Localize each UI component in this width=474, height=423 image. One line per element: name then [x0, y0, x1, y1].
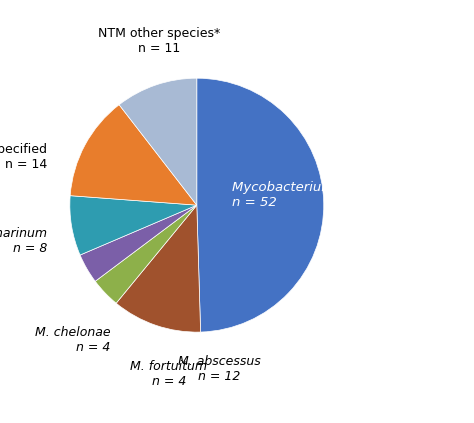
- Text: M. marinum
n = 8: M. marinum n = 8: [0, 227, 47, 255]
- Text: NTM other species*
n = 11: NTM other species* n = 11: [98, 27, 220, 55]
- Wedge shape: [95, 205, 197, 303]
- Text: M. abscessus
n = 12: M. abscessus n = 12: [178, 355, 261, 383]
- Wedge shape: [116, 205, 201, 332]
- Wedge shape: [197, 78, 324, 332]
- Text: Mycobacterium avium
n = 52: Mycobacterium avium n = 52: [232, 181, 380, 209]
- Text: M. chelonae
n = 4: M. chelonae n = 4: [35, 326, 110, 354]
- Wedge shape: [119, 78, 197, 205]
- Wedge shape: [70, 196, 197, 255]
- Wedge shape: [70, 105, 197, 205]
- Text: M. fortuitum
n = 4: M. fortuitum n = 4: [130, 360, 207, 388]
- Text: NTM unspecified
n = 14: NTM unspecified n = 14: [0, 143, 47, 171]
- Wedge shape: [80, 205, 197, 281]
